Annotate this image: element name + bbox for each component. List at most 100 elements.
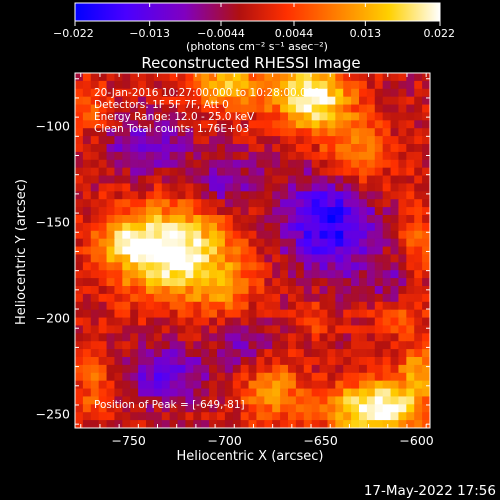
heatmap-cell: [422, 128, 430, 137]
heatmap-cell: [398, 349, 407, 358]
heatmap-cell: [343, 167, 352, 177]
heatmap-cell: [201, 317, 210, 327]
heatmap-cell: [138, 309, 147, 319]
heatmap-cell: [106, 183, 116, 192]
heatmap-cell: [248, 388, 258, 398]
heatmap-cell: [232, 215, 242, 224]
heatmap-cell: [303, 286, 313, 295]
heatmap-cell: [82, 167, 92, 177]
heatmap-cell: [288, 104, 297, 114]
heatmap-cell: [232, 175, 242, 185]
heatmap-cell: [382, 412, 392, 421]
heatmap-cell: [351, 136, 360, 145]
heatmap-cell: [146, 396, 155, 405]
heatmap-cell: [82, 199, 92, 208]
colorbar-tick-label: −0.022: [53, 27, 94, 40]
heatmap-cell: [161, 333, 171, 342]
heatmap-cell: [280, 207, 289, 216]
heatmap-cell: [319, 309, 329, 319]
heatmap-cell: [75, 73, 84, 82]
heatmap-cell: [382, 238, 392, 248]
heatmap-cell: [114, 309, 123, 319]
heatmap-cell: [335, 396, 344, 405]
heatmap-cell: [280, 88, 289, 98]
heatmap-cell: [414, 286, 423, 295]
heatmap-cell: [146, 73, 155, 82]
heatmap-cell: [130, 317, 139, 327]
heatmap-cell: [185, 167, 194, 177]
heatmap-cell: [327, 357, 336, 366]
heatmap-cell: [422, 301, 430, 311]
heatmap-cell: [114, 199, 123, 208]
heatmap-cell: [240, 341, 250, 350]
heatmap-cell: [106, 301, 116, 311]
heatmap-cell: [98, 112, 108, 121]
heatmap-cell: [295, 230, 305, 240]
heatmap-cell: [351, 112, 360, 121]
heatmap-cell: [82, 120, 92, 129]
x-tick-label: −600: [399, 433, 433, 448]
heatmap-cell: [319, 167, 329, 177]
heatmap-cell: [114, 317, 123, 327]
heatmap-cell: [169, 144, 179, 153]
heatmap-cell: [327, 230, 336, 240]
plot-frame: [74, 72, 431, 429]
heatmap-cell: [193, 293, 202, 303]
heatmap-cell: [224, 262, 234, 271]
heatmap-cell: [146, 349, 155, 358]
heatmap-cell: [295, 349, 305, 358]
heatmap-cell: [374, 317, 384, 327]
heatmap-cell: [343, 222, 352, 232]
heatmap-cell: [311, 254, 321, 263]
heatmap-cell: [272, 159, 281, 169]
heatmap-cell: [406, 372, 415, 382]
heatmap-cell: [114, 230, 123, 240]
heatmap-cell: [240, 349, 250, 358]
heatmap-cell: [319, 262, 329, 271]
heatmap-cell: [217, 88, 226, 98]
heatmap-cell: [224, 136, 234, 145]
chart-title: Reconstructed RHESSI Image: [141, 54, 360, 72]
heatmap-cell: [264, 183, 273, 192]
heatmap-cell: [374, 412, 384, 421]
heatmap-cell: [288, 183, 297, 192]
heatmap-cell: [201, 191, 210, 200]
heatmap-cell: [224, 104, 234, 114]
heatmap-cell: [311, 207, 321, 216]
heatmap-cell: [359, 341, 368, 350]
heatmap-cell: [390, 104, 400, 114]
heatmap-cell: [288, 364, 297, 374]
heatmap-cell: [382, 246, 392, 256]
heatmap-cell: [288, 120, 297, 129]
heatmap-cell: [138, 372, 147, 382]
heatmap-cell: [303, 215, 313, 224]
heatmap-cell: [217, 215, 226, 224]
heatmap-cell: [232, 412, 242, 421]
heatmap-cell: [280, 254, 289, 263]
heatmap-cell: [146, 151, 155, 161]
heatmap-cell: [248, 183, 258, 192]
heatmap-cell: [382, 207, 392, 216]
heatmap-cell: [272, 96, 281, 106]
heatmap-cell: [327, 183, 336, 192]
heatmap-cell: [169, 151, 179, 161]
heatmap-cell: [240, 128, 250, 137]
heatmap-cell: [414, 80, 423, 90]
heatmap-cell: [295, 420, 305, 428]
heatmap-cell: [217, 191, 226, 200]
heatmap-cell: [343, 420, 352, 428]
heatmap-cell: [264, 167, 273, 177]
heatmap-cell: [232, 270, 242, 279]
heatmap-cell: [351, 151, 360, 161]
heatmap-cell: [217, 246, 226, 256]
heatmap-cell: [209, 175, 218, 185]
heatmap-cell: [146, 270, 155, 279]
heatmap-cell: [177, 120, 187, 129]
heatmap-cell: [146, 341, 155, 350]
heatmap-cell: [98, 175, 108, 185]
heatmap-cell: [327, 270, 336, 279]
heatmap-cell: [90, 262, 100, 271]
heatmap-cell: [209, 412, 218, 421]
heatmap-cell: [82, 88, 92, 98]
heatmap-cell: [311, 262, 321, 271]
